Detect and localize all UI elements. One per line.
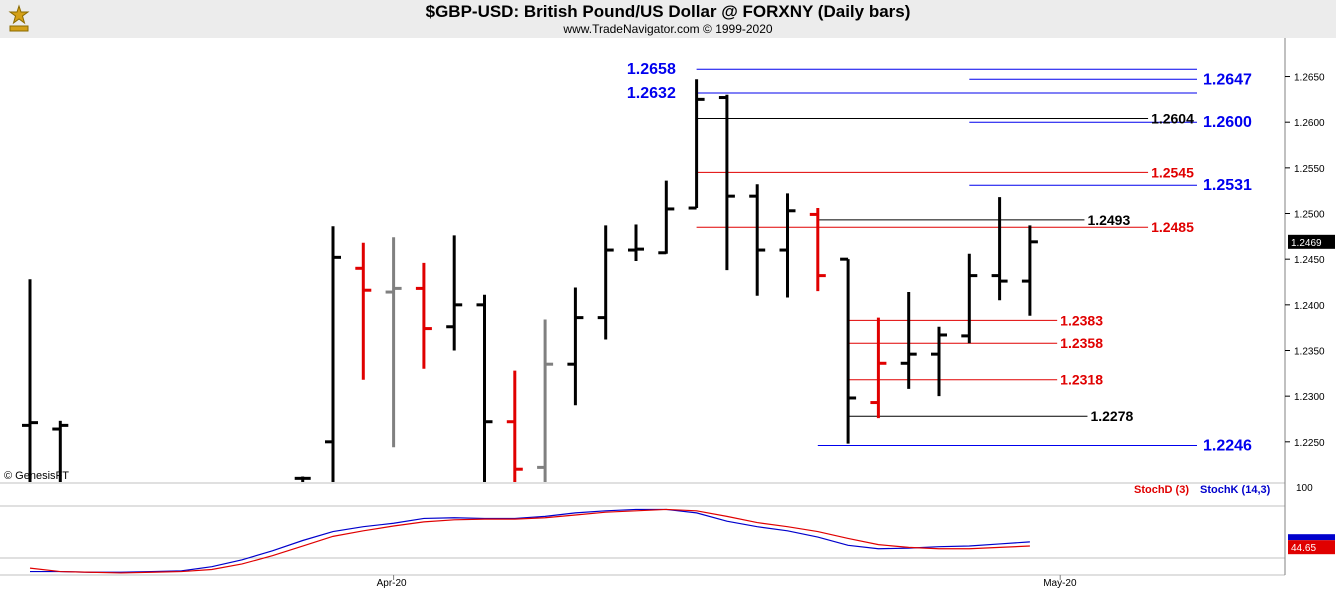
ohlc-bar (870, 317, 887, 419)
level-label: 1.2278 (1090, 408, 1133, 424)
stochk-last-marker (1288, 534, 1335, 541)
y-tick-label: 1.2250 (1294, 438, 1325, 449)
ohlc-bar (779, 193, 796, 298)
ohlc-bar (22, 279, 38, 482)
legend-stochk: StochK (14,3) (1200, 484, 1271, 496)
level-label: 1.2246 (1203, 437, 1252, 454)
ohlc-bar (718, 94, 735, 271)
stochastic-panel: StochD (3) StochK (14,3) (29, 484, 1271, 574)
y-tick-label: 1.2400 (1294, 301, 1325, 312)
last-price-box (1288, 234, 1335, 249)
y-tick-label: 1.2350 (1294, 346, 1325, 357)
ohlc-bar (961, 253, 978, 344)
ohlc-bar (52, 420, 69, 482)
stoch-line (30, 508, 1030, 573)
y-tick-label: 1.2650 (1294, 73, 1325, 84)
ohlc-bar (294, 476, 311, 482)
ohlc-bar (415, 262, 432, 369)
x-tick-label: Apr-20 (377, 578, 407, 589)
ohlc-bar (809, 208, 826, 292)
stoch-line (29, 508, 1030, 574)
stochd-last-box (1288, 540, 1335, 555)
x-tick-label: May-20 (1043, 578, 1077, 589)
y-axis-bg (1285, 38, 1336, 591)
ohlc-bar (991, 197, 1008, 301)
y-tick-label: 1.2600 (1294, 118, 1325, 129)
ohlc-bar (325, 226, 341, 482)
ohlc-bar (1021, 225, 1038, 316)
y-tick-label: 1.2300 (1294, 392, 1325, 403)
ohlc-bar (537, 319, 554, 482)
ohlc-bar (476, 294, 493, 482)
ohlc-bar (597, 225, 614, 340)
ohlc-bar (688, 79, 705, 210)
stoch-last-label: 44.65 (1291, 543, 1316, 554)
ohlc-bar (355, 242, 372, 380)
ohlc-bar (385, 237, 402, 448)
ohlc-bar (628, 224, 644, 261)
level-label: 1.2632 (627, 85, 676, 102)
ohlc-bar (446, 235, 463, 351)
logo-icon (8, 4, 30, 32)
chart-header: $GBP-USD: British Pound/US Dollar @ FORX… (0, 0, 1336, 38)
level-label: 1.2383 (1060, 312, 1103, 328)
ohlc-bar (900, 292, 917, 389)
level-label: 1.2545 (1151, 164, 1194, 180)
axes: 1.2650 1.2600 1.2550 1.2500 1.2450 1.2400 1.23… (377, 38, 1336, 591)
level-label: 1.2493 (1087, 212, 1130, 228)
level-lines: 1.2658 1.2632 1.2647 1.2600 1.2531 1.2246 1.26… (627, 61, 1252, 454)
chart-title: $GBP-USD: British Pound/US Dollar @ FORX… (425, 2, 911, 21)
ohlc-bar (658, 180, 675, 255)
level-label: 1.2600 (1203, 114, 1252, 131)
y-tick-label: 1.2550 (1294, 164, 1325, 175)
ohlc-bar (931, 326, 947, 397)
level-label: 1.2658 (627, 61, 676, 78)
level-label: 1.2531 (1203, 177, 1252, 194)
ohlc-bar (506, 370, 523, 482)
chart-subtitle: www.TradeNavigator.com © 1999-2020 (563, 22, 773, 36)
ohlc-bar (567, 287, 584, 406)
level-label: 1.2358 (1060, 335, 1103, 351)
stoch-tick-label: 100 (1296, 483, 1313, 494)
chart-grid (0, 482, 1285, 576)
watermark: © GenesisFT (4, 470, 69, 482)
last-price-label: 1.2469 (1291, 238, 1322, 249)
ohlc-bar (840, 257, 857, 444)
level-label: 1.2485 (1151, 219, 1194, 235)
legend-stochd: StochD (3) (1134, 484, 1189, 496)
ohlc-bars (22, 79, 1038, 482)
y-tick-label: 1.2500 (1294, 210, 1325, 221)
level-label: 1.2318 (1060, 372, 1103, 388)
level-label: 1.2647 (1203, 71, 1252, 88)
ohlc-bar (749, 184, 766, 296)
level-label: 1.2604 (1151, 111, 1194, 127)
y-tick-label: 1.2450 (1294, 255, 1325, 266)
